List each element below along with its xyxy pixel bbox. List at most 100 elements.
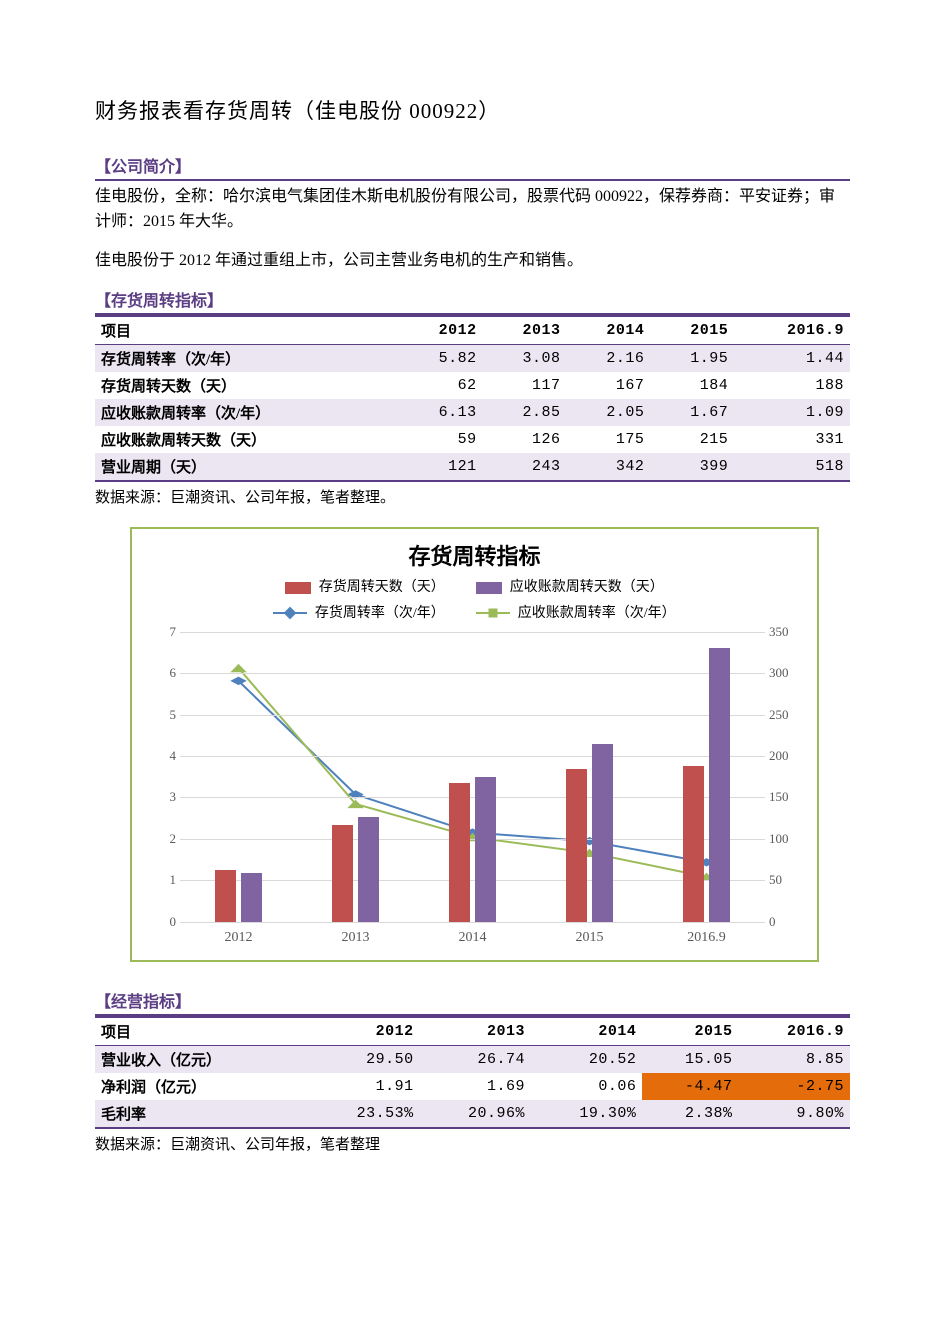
y-left-tick: 6: [150, 665, 176, 681]
table-col-header: 2015: [650, 316, 734, 345]
chart-legend: 存货周转天数（天） 应收账款周转天数（天） 存货周转率（次/年） 应收账款周转率…: [132, 575, 817, 625]
y-right-tick: 200: [769, 748, 805, 764]
cell-value: 62: [399, 372, 483, 399]
legend-label: 存货周转天数（天）: [319, 580, 445, 595]
cell-value: 29.50: [308, 1045, 419, 1073]
cell-value: 1.95: [650, 345, 734, 373]
table-col-header: 2016.9: [739, 1017, 850, 1046]
y-left-tick: 1: [150, 872, 176, 888]
grid-line: [180, 839, 765, 840]
table-row: 毛利率23.53%20.96%19.30%2.38%9.80%: [95, 1100, 850, 1128]
bar-inventory-days: [215, 870, 236, 921]
bar-inventory-days: [566, 769, 587, 921]
table-header-row: 项目20122013201420152016.9: [95, 1017, 850, 1046]
cell-value: 59: [399, 426, 483, 453]
ops-table: 项目20122013201420152016.9 营业收入（亿元）29.5026…: [95, 1016, 850, 1129]
row-label: 营业收入（亿元）: [95, 1045, 308, 1073]
ops-source: 数据来源：巨潮资讯、公司年报，笔者整理: [95, 1133, 850, 1154]
cell-value: -4.47: [642, 1073, 738, 1100]
cell-value: 19.30%: [531, 1100, 642, 1128]
turnover-table: 项目20122013201420152016.9 存货周转率（次/年）5.823…: [95, 315, 850, 482]
y-left-tick: 7: [150, 624, 176, 640]
row-label: 应收账款周转率（次/年）: [95, 399, 399, 426]
cell-value: 20.96%: [420, 1100, 531, 1128]
y-right-tick: 350: [769, 624, 805, 640]
grid-line: [180, 632, 765, 633]
cell-value: 1.09: [734, 399, 850, 426]
cell-value: 184: [650, 372, 734, 399]
row-label: 存货周转率（次/年）: [95, 345, 399, 373]
cell-value: 8.85: [739, 1045, 850, 1073]
table-row: 应收账款周转天数（天）59126175215331: [95, 426, 850, 453]
section-head-turnover: 【存货周转指标】: [95, 287, 850, 315]
cell-value: 1.91: [308, 1073, 419, 1100]
cell-value: 518: [734, 453, 850, 481]
y-left-tick: 4: [150, 748, 176, 764]
legend-line2: 应收账款周转率（次/年）: [476, 601, 675, 626]
x-tick-label: 2015: [531, 930, 648, 946]
cell-value: 331: [734, 426, 850, 453]
table-row: 营业周期（天）121243342399518: [95, 453, 850, 481]
bar-inventory-days: [683, 766, 704, 922]
chart-marker: [230, 676, 246, 684]
chart-marker: [347, 799, 363, 807]
legend-swatch-bar2: [476, 582, 502, 594]
row-label: 存货周转天数（天）: [95, 372, 399, 399]
section-head-ops: 【经营指标】: [95, 988, 850, 1016]
cell-value: 1.67: [650, 399, 734, 426]
cell-value: 121: [399, 453, 483, 481]
row-label: 营业周期（天）: [95, 453, 399, 481]
bar-inventory-days: [332, 825, 353, 922]
legend-swatch-line1: [273, 612, 307, 614]
chart-lines-svg: [180, 632, 765, 922]
table-col-header: 2014: [567, 316, 651, 345]
table-col-header: 项目: [95, 1017, 308, 1046]
grid-line: [180, 880, 765, 881]
y-left-tick: 5: [150, 707, 176, 723]
legend-bar1: 存货周转天数（天）: [285, 575, 445, 600]
cell-value: 26.74: [420, 1045, 531, 1073]
table-col-header: 2014: [531, 1017, 642, 1046]
row-label: 应收账款周转天数（天）: [95, 426, 399, 453]
y-right-tick: 150: [769, 789, 805, 805]
cell-value: 167: [567, 372, 651, 399]
grid-line: [180, 797, 765, 798]
table-col-header: 2012: [308, 1017, 419, 1046]
turnover-chart: 存货周转指标 存货周转天数（天） 应收账款周转天数（天） 存货周转率（次/年） …: [130, 527, 819, 961]
row-label: 净利润（亿元）: [95, 1073, 308, 1100]
table-col-header: 2013: [483, 316, 567, 345]
cell-value: 126: [483, 426, 567, 453]
table-row: 存货周转率（次/年）5.823.082.161.951.44: [95, 345, 850, 373]
cell-value: 215: [650, 426, 734, 453]
cell-value: 243: [483, 453, 567, 481]
table-col-header: 2012: [399, 316, 483, 345]
intro-para-2: 佳电股份于 2012 年通过重组上市，公司主营业务电机的生产和销售。: [95, 249, 850, 274]
y-right-tick: 0: [769, 914, 805, 930]
chart-title: 存货周转指标: [132, 529, 817, 575]
cell-value: -2.75: [739, 1073, 850, 1100]
table-row: 营业收入（亿元）29.5026.7420.5215.058.85: [95, 1045, 850, 1073]
cell-value: 9.80%: [739, 1100, 850, 1128]
legend-swatch-line2: [476, 612, 510, 614]
bar-receivable-days: [241, 873, 262, 922]
cell-value: 6.13: [399, 399, 483, 426]
turnover-source: 数据来源：巨潮资讯、公司年报，笔者整理。: [95, 486, 850, 507]
y-left-tick: 0: [150, 914, 176, 930]
bar-inventory-days: [449, 783, 470, 921]
cell-value: 1.44: [734, 345, 850, 373]
cell-value: 15.05: [642, 1045, 738, 1073]
cell-value: 2.38%: [642, 1100, 738, 1128]
section-head-intro: 【公司简介】: [95, 153, 850, 181]
bar-receivable-days: [475, 777, 496, 922]
table-row: 应收账款周转率（次/年）6.132.852.051.671.09: [95, 399, 850, 426]
legend-label: 应收账款周转天数（天）: [510, 580, 664, 595]
y-right-tick: 300: [769, 665, 805, 681]
table-col-header: 2013: [420, 1017, 531, 1046]
grid-line: [180, 673, 765, 674]
legend-label: 应收账款周转率（次/年）: [518, 606, 676, 621]
cell-value: 117: [483, 372, 567, 399]
cell-value: 175: [567, 426, 651, 453]
cell-value: 2.85: [483, 399, 567, 426]
x-tick-label: 2014: [414, 930, 531, 946]
table-col-header: 2016.9: [734, 316, 850, 345]
